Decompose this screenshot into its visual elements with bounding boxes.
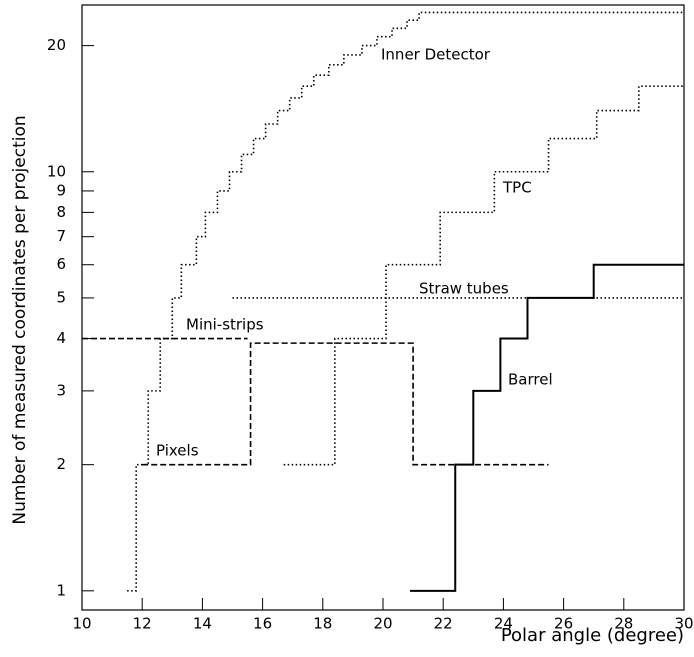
series-label: Pixels [156, 442, 199, 460]
x-tick-label: 22 [434, 615, 453, 633]
y-tick-label: 7 [56, 227, 66, 245]
y-tick-label: 6 [56, 255, 66, 273]
x-tick-label: 18 [313, 615, 332, 633]
x-tick-label: 20 [373, 615, 392, 633]
series-label: Mini-strips [186, 316, 264, 334]
x-tick-label: 28 [614, 615, 633, 633]
y-tick-label: 3 [56, 381, 66, 399]
y-tick-label: 9 [56, 181, 66, 199]
series-label: TPC [502, 179, 532, 197]
series-line [142, 342, 549, 466]
y-tick-label: 20 [47, 36, 66, 54]
series-line [283, 85, 684, 466]
series-label: Straw tubes [419, 280, 509, 298]
series-line [127, 11, 684, 592]
x-axis-label: Polar angle (degree) [501, 625, 684, 646]
y-tick-label: 8 [56, 203, 66, 221]
series-line [410, 263, 684, 592]
y-tick-label: 1 [56, 581, 66, 599]
y-tick-label: 4 [56, 329, 66, 347]
x-tick-label: 16 [253, 615, 272, 633]
y-axis-label: Number of measured coordinates per proje… [10, 115, 30, 524]
x-tick-label: 24 [494, 615, 513, 633]
x-tick-label: 12 [133, 615, 152, 633]
y-tick-label: 5 [56, 288, 66, 306]
y-tick-label: 10 [47, 162, 66, 180]
x-tick-label: 10 [72, 615, 91, 633]
y-tick-label: 2 [56, 455, 66, 473]
x-tick-label: 14 [193, 615, 212, 633]
series-label: Barrel [508, 371, 553, 389]
series-label: Inner Detector [381, 46, 491, 64]
x-tick-label: 30 [674, 615, 693, 633]
x-tick-label: 26 [554, 615, 573, 633]
